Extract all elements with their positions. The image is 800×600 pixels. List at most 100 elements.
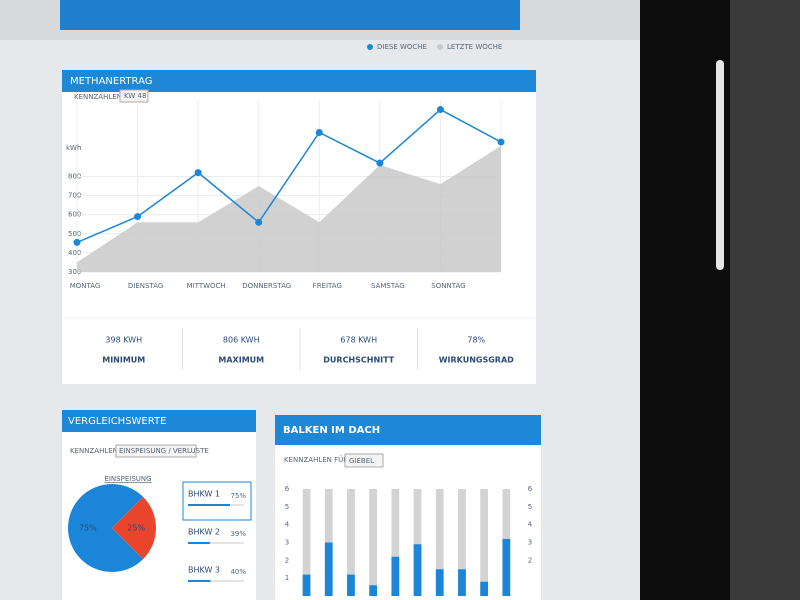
unit-name: BHKW 3 (188, 566, 220, 575)
bar (480, 581, 489, 596)
pie-slice (68, 484, 144, 572)
point (194, 169, 202, 177)
y-tick-label: 4 (285, 521, 290, 529)
panel (275, 415, 541, 600)
bar (347, 574, 355, 596)
bar (458, 569, 466, 596)
bar (413, 544, 422, 596)
x-tick-label: MITTWOCH (187, 282, 226, 290)
point (255, 218, 263, 226)
bar (391, 556, 400, 596)
dropdown-value[interactable]: EINSPEISUNG / VERLUSTE (119, 447, 209, 455)
stat-value: 398 KWH (105, 336, 142, 345)
scrollbar (716, 60, 724, 270)
stat-label: WIRKUNGSGRAD (439, 356, 514, 365)
bar-track (435, 489, 444, 596)
progress-bar (188, 580, 211, 582)
point (436, 106, 444, 114)
dropdown[interactable] (119, 89, 149, 103)
y-tick-label: 500 (68, 230, 81, 238)
progress-track (188, 580, 244, 582)
x-tick-label: DONNERSTAG (242, 282, 291, 290)
y-tick-label: 700 (68, 192, 81, 200)
bar (435, 569, 444, 596)
filter-label: KENNZAHLEN FÜR (284, 455, 348, 464)
point (73, 238, 81, 246)
y-tick-label: 600 (68, 211, 81, 219)
bar-track (369, 489, 378, 596)
legend-marker (437, 44, 443, 50)
stat-value: 78% (467, 336, 485, 345)
legend-marker (367, 44, 373, 50)
x-tick-label: SAMSTAG (371, 282, 405, 290)
unit-name: BHKW 2 (188, 528, 220, 537)
filter-label: KENNZAHLEN FÜR (74, 92, 138, 101)
x-tick-label: FREITAG (313, 282, 342, 290)
top-bar (60, 0, 520, 30)
panel-title: VERGLEICHSWERTE (68, 416, 166, 427)
unit-percent: 40% (230, 568, 246, 576)
x-tick-label: SONNTAG (431, 282, 465, 290)
y-tick-label: 2 (285, 556, 289, 564)
progress-bar (188, 504, 230, 506)
y2-tick-label: 4 (528, 521, 533, 529)
y-tick-label: 300 (68, 268, 81, 276)
point (376, 159, 384, 167)
dropdown[interactable] (344, 453, 384, 468)
y-tick-label: 400 (68, 249, 81, 257)
stat-label: MINIMUM (102, 356, 145, 365)
point (497, 138, 505, 146)
bar-track (302, 489, 311, 596)
bezel (640, 0, 730, 600)
y-tick-label: 5 (285, 503, 289, 511)
unit-percent: 39% (230, 530, 246, 538)
dropdown-value[interactable]: KW 48 (124, 92, 146, 100)
dropdown-value[interactable]: GIEBEL (349, 457, 374, 465)
filter-label: KENNZAHLEN FÜR (70, 446, 134, 455)
panel-header (62, 410, 256, 432)
panel-title: BALKEN IM DACH (283, 425, 380, 436)
bar-track (413, 489, 422, 596)
stat-label: DURCHSCHNITT (323, 356, 395, 365)
panel-header (275, 415, 541, 445)
pie-slice (112, 496, 156, 560)
selected-box[interactable] (182, 481, 252, 521)
line (76, 108, 502, 244)
unit-percent: 75% (230, 492, 246, 500)
point (315, 128, 323, 136)
bar-track (347, 489, 355, 596)
y-axis-label: kWh (66, 144, 81, 152)
progress-bar (188, 542, 210, 544)
pie-label: 25% (127, 524, 145, 533)
x-tick-label: MONTAG (70, 282, 101, 290)
pie-title: EINSPEISUNG (104, 475, 151, 483)
y2-tick-label: 3 (528, 539, 532, 547)
stat-value: 806 KWH (223, 336, 260, 345)
unit-name: BHKW 1 (188, 490, 220, 499)
x-tick-label: DIENSTAG (128, 282, 163, 290)
progress-track (188, 542, 244, 544)
area (77, 145, 501, 272)
y2-tick-label: 5 (528, 503, 532, 511)
side-panel (730, 0, 800, 600)
legend-label: LETZTE WOCHE (447, 43, 502, 51)
bar-track (458, 489, 466, 596)
y-tick-label: 3 (285, 539, 289, 547)
y2-tick-label: 6 (528, 485, 533, 493)
pie-label: 75% (79, 524, 97, 533)
y2-tick-label: 2 (528, 556, 532, 564)
point (134, 213, 142, 221)
y-tick-label: 800 (68, 172, 81, 180)
stat-value: 678 KWH (340, 336, 377, 345)
stat-label: MAXIMUM (218, 356, 264, 365)
bar (502, 538, 511, 596)
bar (324, 542, 333, 596)
panel-title: METHANERTRAG (70, 76, 153, 87)
bar-track (391, 489, 400, 596)
y-tick-label: 1 (285, 574, 289, 582)
dropdown[interactable] (115, 444, 197, 458)
bar (369, 585, 378, 596)
panel-header (62, 70, 536, 92)
